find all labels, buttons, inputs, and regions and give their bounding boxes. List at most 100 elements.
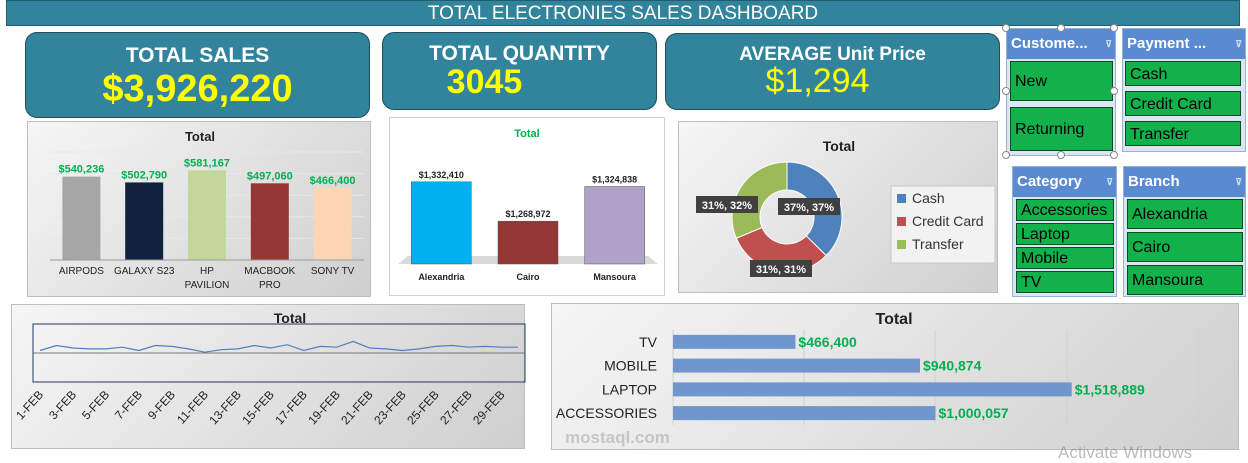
slicer-category-title: Category <box>1017 173 1083 190</box>
resize-handle[interactable] <box>1057 24 1065 32</box>
bar <box>313 188 352 260</box>
chart-title: Total <box>514 128 539 140</box>
category-label: PRO <box>259 280 281 291</box>
slicer-customer-item[interactable]: Returning <box>1010 107 1113 151</box>
slicer-customer-title: Custome... <box>1011 35 1088 52</box>
slicer-payment-item[interactable]: Cash <box>1125 61 1241 86</box>
kpi-total-quantity-value: 3045 <box>446 63 523 101</box>
kpi-total-sales-label: TOTAL SALES <box>125 44 270 67</box>
resize-handle[interactable] <box>1002 87 1010 95</box>
bar <box>673 358 920 373</box>
chart-title: Total <box>274 310 306 326</box>
daily-sales-chart[interactable]: Total 1-FEB 3-FEB 5-FEB 7-FEB 9-FEB 11-FEB 13-F… <box>11 304 526 449</box>
data-label: $466,400 <box>310 175 356 187</box>
kpi-average-price-value: $1,294 <box>765 62 870 100</box>
slicer-branch-item[interactable]: Cairo <box>1127 232 1243 262</box>
legend-swatch <box>897 194 906 203</box>
slicer-payment-item[interactable]: Credit Card <box>1125 91 1241 116</box>
legend-box <box>890 185 996 264</box>
data-label-box <box>750 260 812 277</box>
category-label: MOBILE <box>604 358 657 374</box>
slicer-payment[interactable]: Payment ... ⊽ Cash Credit Card Transfer <box>1122 28 1246 152</box>
product-sales-chart-svg: Total $540,236 AIRPODS $502,790 GALAXY S23 $5… <box>50 129 364 291</box>
category-label: Alexandria <box>418 272 465 282</box>
x-tick-label: 25-FEB <box>404 388 442 428</box>
data-label: $497,060 <box>247 170 293 182</box>
slicer-customer-item[interactable]: New <box>1010 61 1113 101</box>
slicer-payment-item[interactable]: Transfer <box>1125 121 1241 146</box>
bar <box>188 170 226 260</box>
slicer-payment-title: Payment ... <box>1127 35 1207 52</box>
category-label: LAPTOP <box>602 381 657 397</box>
kpi-total-quantity-label: TOTAL QUANTITY <box>429 42 610 65</box>
data-label: $502,790 <box>121 169 167 181</box>
legend-swatch <box>897 240 906 249</box>
dashboard-title: TOTAL ELECTRONIES SALES DASHBOARD <box>6 0 1240 26</box>
legend-label: Cash <box>912 190 945 206</box>
data-label: $1,268,972 <box>505 209 550 219</box>
category-sales-chart-svg: Total TV $466,400 MOBILE $940,874 LAPTOP $1,51… <box>556 311 1199 425</box>
slicer-payment-header[interactable]: Payment ... ⊽ <box>1123 29 1245 59</box>
category-label: TV <box>639 334 658 350</box>
data-label: $1,332,410 <box>419 170 464 180</box>
x-tick-label: 23-FEB <box>371 388 409 428</box>
bar <box>673 334 796 349</box>
category-label: ACCESSORIES <box>556 405 657 421</box>
slicer-category-header[interactable]: Category ⊽ <box>1013 167 1116 197</box>
filter-clear-icon[interactable]: ⊽ <box>1235 39 1242 49</box>
payment-share-chart[interactable]: Total 37%, 37% 31%, 31% 31%, 32% Cash Credit … <box>678 121 998 293</box>
slicer-category-item[interactable]: TV <box>1016 271 1114 293</box>
resize-handle[interactable] <box>1110 87 1118 95</box>
bar <box>673 406 936 421</box>
filter-clear-icon[interactable]: ⊽ <box>1105 39 1112 49</box>
resize-handle[interactable] <box>1110 24 1118 32</box>
filter-clear-icon[interactable]: ⊽ <box>1106 177 1113 187</box>
kpi-total-quantity: TOTAL QUANTITY 3045 <box>382 32 657 110</box>
slicer-category-item[interactable]: Mobile <box>1016 247 1114 269</box>
slicer-customer[interactable]: Custome... ⊽ New Returning <box>1006 28 1116 156</box>
branch-sales-chart[interactable]: Total $1,332,410 Alexandria $1,268,972 Cairo… <box>389 117 665 296</box>
slicer-category-item[interactable]: Accessories <box>1016 199 1114 221</box>
bar <box>411 181 472 265</box>
data-label-box <box>696 196 758 213</box>
legend-label: Transfer <box>912 236 964 252</box>
x-tick-label: 17-FEB <box>272 388 310 428</box>
data-label: $940,874 <box>923 358 982 374</box>
slicer-branch-item[interactable]: Alexandria <box>1127 199 1243 229</box>
category-label: GALAXY S23 <box>114 266 175 277</box>
watermark-activate-windows: Activate Windows <box>1058 443 1193 462</box>
filter-clear-icon[interactable]: ⊽ <box>1235 177 1242 187</box>
product-sales-chart[interactable]: Total $540,236 AIRPODS $502,790 GALAXY S23 $5… <box>27 121 371 297</box>
data-label: 31%, 32% <box>702 200 752 212</box>
chart-title: Total <box>185 129 215 144</box>
x-tick-label: 15-FEB <box>239 388 277 428</box>
category-label: SONY TV <box>311 266 355 277</box>
category-sales-chart[interactable]: Total TV $466,400 MOBILE $940,874 LAPTOP $1,51… <box>551 303 1239 450</box>
slicer-category[interactable]: Category ⊽ Accessories Laptop Mobile TV <box>1012 166 1117 297</box>
data-label: $1,324,838 <box>592 175 637 185</box>
resize-handle[interactable] <box>1002 151 1010 159</box>
data-label-box <box>778 198 840 215</box>
x-tick-label: 21-FEB <box>338 388 376 428</box>
kpi-average-price-label: AVERAGE Unit Price <box>739 44 926 65</box>
kpi-average-price: AVERAGE Unit Price $1,294 <box>665 33 1000 110</box>
data-label: $1,000,057 <box>939 405 1009 421</box>
slicer-branch-item[interactable]: Mansoura <box>1127 265 1243 295</box>
category-label: MACBOOK <box>244 266 295 277</box>
watermark-mostaql: mostaql.com <box>565 428 670 447</box>
slicer-branch[interactable]: Branch ⊽ Alexandria Cairo Mansoura <box>1123 166 1246 297</box>
resize-handle[interactable] <box>1110 151 1118 159</box>
resize-handle[interactable] <box>1002 24 1010 32</box>
category-label: HP <box>200 266 214 277</box>
category-label: AIRPODS <box>59 266 104 277</box>
resize-handle[interactable] <box>1057 151 1065 159</box>
x-tick-label: 5-FEB <box>79 388 112 423</box>
slicer-branch-header[interactable]: Branch ⊽ <box>1124 167 1245 197</box>
slicer-customer-header[interactable]: Custome... ⊽ <box>1007 29 1115 59</box>
bar <box>125 182 164 260</box>
bar <box>497 220 559 265</box>
legend-swatch <box>897 217 906 226</box>
slicer-category-item[interactable]: Laptop <box>1016 223 1114 245</box>
category-label: Mansoura <box>593 272 637 282</box>
bar <box>62 176 101 260</box>
